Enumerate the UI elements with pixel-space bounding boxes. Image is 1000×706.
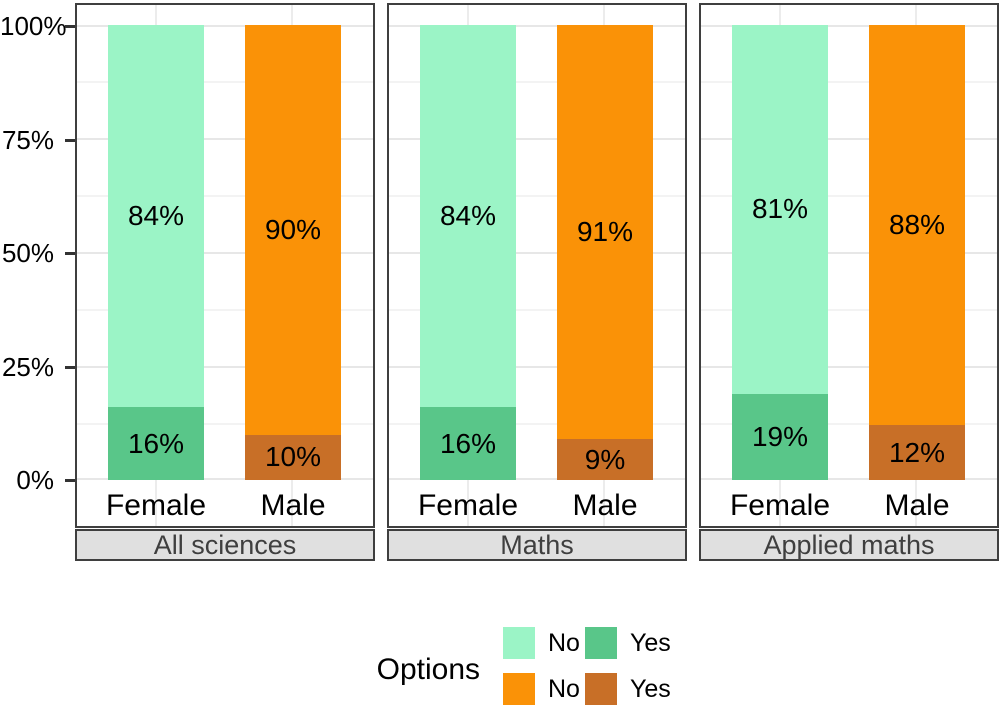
segment-female-no: 81%: [732, 25, 828, 394]
gridline-50: [389, 252, 685, 254]
segment-female-no: 84%: [420, 25, 516, 408]
bar-female: 81% 19%: [732, 25, 828, 480]
bar-female: 84% 16%: [420, 25, 516, 480]
bar-female: 84% 16%: [108, 25, 204, 480]
bar-value-label: 16%: [439, 427, 497, 459]
legend-swatch-male-no: [503, 673, 535, 705]
x-category-label-female: Female: [729, 489, 831, 522]
legend-swatch-female-no: [503, 627, 535, 659]
facet-panel-maths: 84% 16% 91% 9% Female Male: [387, 3, 687, 528]
y-tick-mark: [65, 139, 75, 142]
plot-area: 84% 16% 90% 10%: [77, 25, 373, 480]
x-category-label-male: Male: [572, 489, 638, 522]
legend-swatch-female-yes: [585, 627, 617, 659]
bar-value-label: 91%: [576, 216, 634, 248]
gridline-minor: [77, 81, 373, 83]
bar-value-label: 84%: [439, 200, 497, 232]
gridline-100: [389, 25, 685, 27]
gridline-minor: [701, 195, 997, 197]
x-category-label-male: Male: [884, 489, 950, 522]
bar-value-label: 81%: [751, 193, 809, 225]
y-tick-label-100: 100%: [0, 11, 67, 41]
bar-value-label: 88%: [888, 209, 946, 241]
y-tick-mark: [65, 366, 75, 369]
facet-panel-all-sciences: 84% 16% 90% 10% Female Male: [75, 3, 375, 528]
gridline-minor: [77, 423, 373, 425]
x-category-label-female: Female: [417, 489, 519, 522]
gridline-100: [77, 25, 373, 27]
segment-male-yes: 12%: [869, 425, 965, 480]
bar-male: 88% 12%: [869, 25, 965, 480]
plot-area: 84% 16% 91% 9%: [389, 25, 685, 480]
x-category-label-female: Female: [105, 489, 207, 522]
segment-male-yes: 9%: [557, 439, 653, 480]
y-tick-mark: [65, 252, 75, 255]
bar-value-label: 12%: [888, 436, 946, 468]
bar-value-label: 19%: [751, 420, 809, 452]
gridline-minor: [389, 81, 685, 83]
gridline-minor: [701, 309, 997, 311]
facet-strip-maths: Maths: [387, 529, 687, 561]
segment-male-no: 88%: [869, 25, 965, 426]
gridline-25: [77, 366, 373, 368]
gridline-75: [701, 138, 997, 140]
legend-label-female-no: No: [548, 629, 580, 657]
segment-female-no: 84%: [108, 25, 204, 408]
gridline-minor: [389, 195, 685, 197]
y-tick-label-50: 50%: [1, 238, 54, 268]
bar-value-label: 10%: [264, 441, 322, 473]
gridline-minor: [389, 309, 685, 311]
segment-female-yes: 16%: [420, 407, 516, 480]
legend-label-male-yes: Yes: [630, 675, 671, 703]
y-tick-mark: [65, 479, 75, 482]
gridline-50: [77, 252, 373, 254]
facet-strip-all-sciences: All sciences: [75, 529, 375, 561]
gridline-25: [389, 366, 685, 368]
y-tick-mark: [65, 25, 75, 28]
bar-male: 91% 9%: [557, 25, 653, 480]
gridline-25: [701, 366, 997, 368]
bar-male: 90% 10%: [245, 25, 341, 480]
gridline-minor: [701, 81, 997, 83]
gridline-minor: [77, 195, 373, 197]
bar-value-label: 9%: [584, 443, 626, 475]
gridline-minor: [701, 423, 997, 425]
gridline-50: [701, 252, 997, 254]
x-category-label-male: Male: [260, 489, 326, 522]
gridline-0: [77, 478, 373, 480]
segment-female-yes: 16%: [108, 407, 204, 480]
legend-title: Options: [376, 653, 480, 686]
segment-male-yes: 10%: [245, 434, 341, 480]
legend-label-male-no: No: [548, 675, 580, 703]
y-tick-label-75: 75%: [1, 125, 54, 155]
gridline-100: [701, 25, 997, 27]
bar-value-label: 16%: [127, 427, 185, 459]
facet-strip-applied-maths: Applied maths: [699, 529, 999, 561]
facet-panel-applied-maths: 81% 19% 88% 12% Female Male: [699, 3, 999, 528]
gridline-0: [701, 478, 997, 480]
legend-label-female-yes: Yes: [630, 629, 671, 657]
segment-male-no: 91%: [557, 25, 653, 440]
bar-value-label: 90%: [264, 213, 322, 245]
gridline-0: [389, 478, 685, 480]
segment-male-no: 90%: [245, 25, 341, 435]
segment-female-yes: 19%: [732, 393, 828, 480]
plot-area: 81% 19% 88% 12%: [701, 25, 997, 480]
gridline-75: [389, 138, 685, 140]
y-tick-label-25: 25%: [1, 352, 54, 382]
legend-swatch-male-yes: [585, 673, 617, 705]
bar-value-label: 84%: [127, 200, 185, 232]
gridline-minor: [389, 423, 685, 425]
y-tick-label-0: 0%: [16, 465, 54, 495]
gridline-minor: [77, 309, 373, 311]
gridline-75: [77, 138, 373, 140]
